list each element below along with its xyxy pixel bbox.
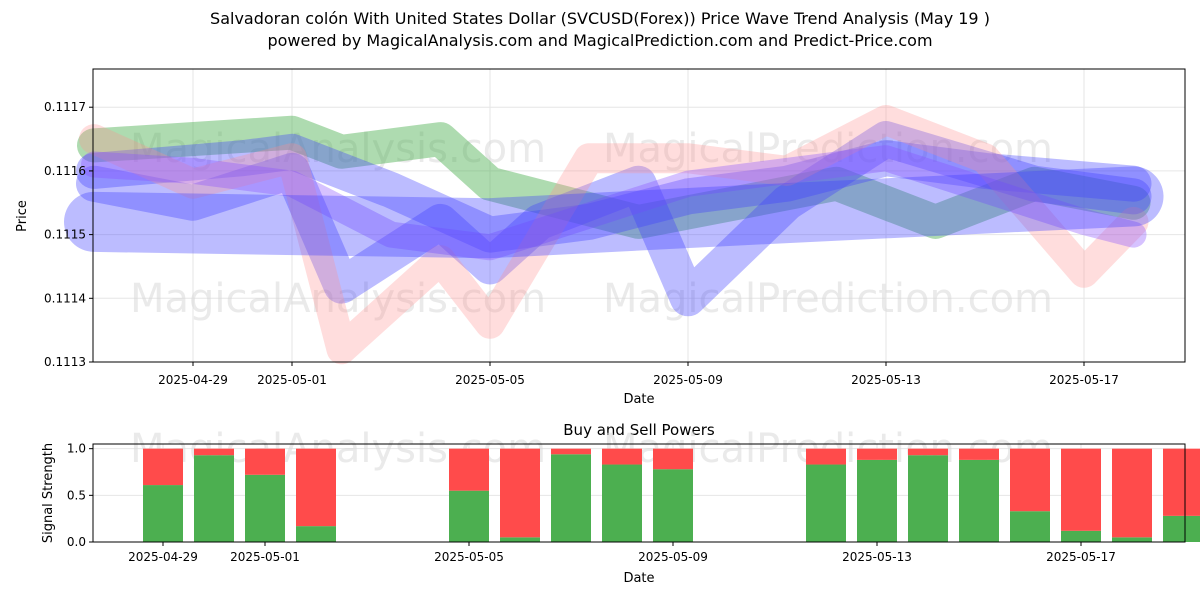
buy-sell-title: Buy and Sell Powers — [563, 421, 715, 439]
buy-bar — [194, 455, 234, 542]
price-x-label: Date — [623, 392, 654, 407]
sell-bar — [143, 448, 183, 486]
buy-bar — [806, 464, 846, 542]
price-wave-series-red — [79, 105, 1149, 365]
sell-bar — [1061, 448, 1101, 531]
price-x-tick-label: 2025-05-01 — [257, 373, 327, 387]
watermark-prediction-top: MagicalPrediction.com — [603, 126, 1053, 172]
buy-sell-y-label: Signal Strength — [41, 443, 56, 543]
sell-bar — [653, 448, 693, 470]
buy-sell-bars — [143, 448, 1200, 542]
buy-bar — [1010, 511, 1050, 542]
buy-sell-x-tick-label: 2025-05-01 — [230, 550, 300, 564]
price-x-tick-label: 2025-05-09 — [653, 373, 723, 387]
watermark-analysis-top: MagicalAnalysis.com — [130, 126, 546, 172]
sell-bar — [194, 448, 234, 456]
buy-bar — [449, 490, 489, 542]
price-y-tick-label: 0.1113 — [44, 355, 86, 369]
buy-bar — [908, 455, 948, 542]
price-x-tick-label: 2025-05-13 — [851, 373, 921, 387]
sell-bar — [1112, 448, 1152, 538]
buy-bar — [143, 485, 183, 542]
buy-bar — [1112, 537, 1152, 542]
price-y-tick-label: 0.1115 — [44, 228, 86, 242]
watermark-prediction-mid: MagicalPrediction.com — [603, 276, 1053, 322]
sell-bar — [449, 448, 489, 491]
buy-sell-chart: Buy and Sell Powers MagicalAnalysis.com … — [41, 421, 1200, 586]
chart-subtitle: powered by MagicalAnalysis.com and Magic… — [267, 31, 933, 50]
price-y-tick-label: 0.1116 — [44, 164, 86, 178]
chart-title: Salvadoran colón With United States Doll… — [210, 9, 990, 28]
price-y-ticks: 0.1113 0.1114 0.1115 0.1116 0.1117 — [44, 100, 93, 369]
watermark-analysis-mid: MagicalAnalysis.com — [130, 276, 546, 322]
sell-bar — [908, 448, 948, 456]
price-plot-area — [93, 69, 1185, 362]
buy-sell-x-tick-label: 2025-05-09 — [638, 550, 708, 564]
buy-sell-x-label: Date — [623, 571, 654, 586]
sell-bar — [1010, 448, 1050, 512]
buy-sell-y-ticks: 0.0 0.5 1.0 — [67, 442, 93, 549]
buy-sell-x-tick-label: 2025-05-05 — [434, 550, 504, 564]
buy-bar — [857, 459, 897, 542]
price-plot-frame — [92, 68, 1186, 363]
buy-sell-x-ticks: 2025-04-29 2025-05-01 2025-05-05 2025-05-09… — [128, 542, 1116, 564]
buy-sell-x-tick-label: 2025-04-29 — [128, 550, 198, 564]
price-x-tick-label: 2025-05-05 — [455, 373, 525, 387]
price-y-tick-label: 0.1114 — [44, 291, 86, 305]
buy-bar — [296, 526, 336, 542]
price-wave-bands — [64, 105, 1164, 365]
buy-bar — [500, 537, 540, 542]
buy-sell-y-tick-label: 0.0 — [67, 535, 86, 549]
sell-bar — [602, 448, 642, 465]
price-wave-series-blue — [76, 121, 1152, 317]
price-wave-series-green — [77, 115, 1151, 239]
price-wave-series-blue — [64, 166, 1164, 259]
buy-bar — [653, 469, 693, 542]
buy-bar — [1163, 515, 1200, 542]
buy-sell-y-tick-label: 1.0 — [67, 442, 86, 456]
price-x-tick-label: 2025-05-17 — [1049, 373, 1119, 387]
sell-bar — [551, 448, 591, 455]
price-y-tick-label: 0.1117 — [44, 100, 86, 114]
buy-bar — [602, 464, 642, 542]
buy-sell-y-tick-label: 0.5 — [67, 488, 86, 502]
price-wave-chart: MagicalAnalysis.com MagicalPrediction.co… — [15, 68, 1186, 407]
buy-bar — [1061, 530, 1101, 542]
sell-bar — [857, 448, 897, 460]
price-wave-series-purple — [81, 145, 1147, 261]
buy-bar — [245, 474, 285, 542]
sell-bar — [806, 448, 846, 465]
sell-bar — [1163, 448, 1200, 516]
sell-bar — [296, 448, 336, 527]
price-x-ticks: 2025-04-29 2025-05-01 2025-05-05 2025-05-09… — [158, 362, 1119, 387]
sell-bar — [245, 448, 285, 475]
buy-bar — [551, 454, 591, 542]
buy-sell-plot-frame — [92, 443, 1186, 543]
price-wave-series-blue — [76, 133, 1152, 253]
buy-sell-x-tick-label: 2025-05-17 — [1046, 550, 1116, 564]
price-x-tick-label: 2025-04-29 — [158, 373, 228, 387]
buy-bar — [959, 459, 999, 542]
price-y-label: Price — [15, 200, 30, 232]
buy-sell-x-tick-label: 2025-05-13 — [842, 550, 912, 564]
sell-bar — [500, 448, 540, 538]
sell-bar — [959, 448, 999, 460]
